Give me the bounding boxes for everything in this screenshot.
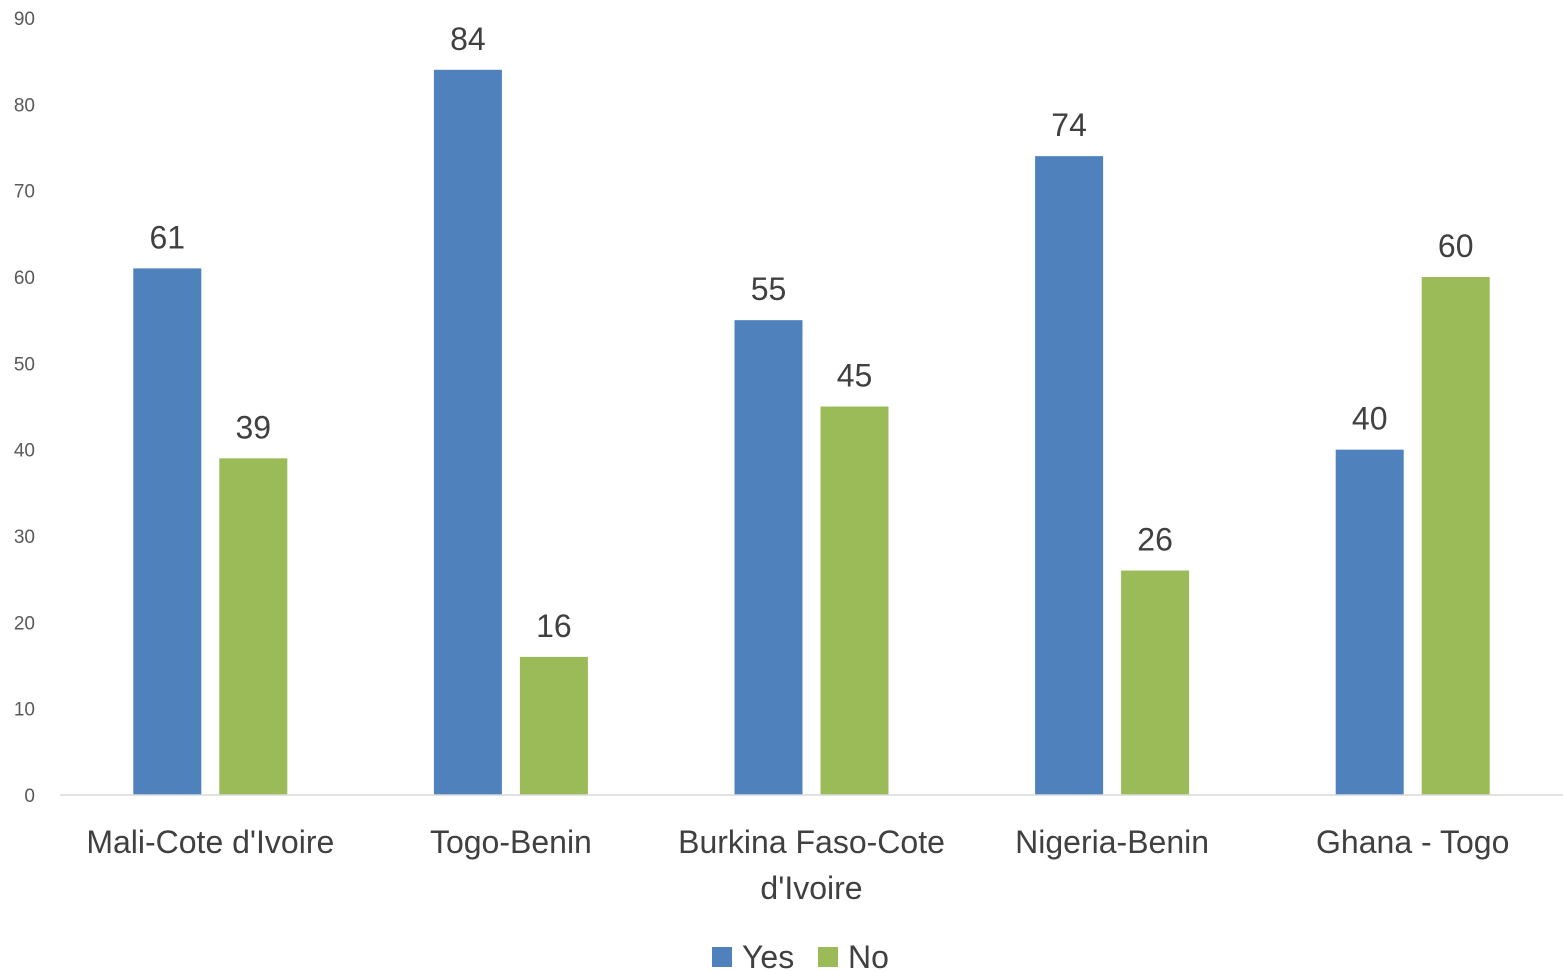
data-label-yes-2: 55	[751, 271, 787, 307]
bar-yes-2	[734, 320, 803, 795]
x-axis: Mali-Cote d'Ivoire Togo-Benin Burkina Faso…	[86, 824, 1509, 906]
data-label-no-4: 60	[1438, 228, 1474, 264]
data-label-yes-1: 84	[450, 21, 486, 57]
x-tick-label: d'Ivoire	[760, 870, 862, 906]
x-tick-label: Mali-Cote d'Ivoire	[86, 824, 334, 860]
data-label-yes-3: 74	[1051, 107, 1087, 143]
legend-swatch-yes	[712, 947, 732, 967]
bar-no-2	[820, 406, 889, 795]
bar-no-1	[519, 656, 588, 795]
bar-no-3	[1121, 570, 1190, 795]
bar-no-0	[219, 458, 288, 795]
y-tick-label: 60	[14, 268, 35, 289]
legend-label-no: No	[848, 939, 889, 971]
y-tick-label: 90	[14, 9, 35, 30]
bar-yes-3	[1035, 156, 1104, 796]
y-axis: 0 10 20 30 40 50 60 70 80 90	[14, 9, 35, 807]
legend-swatch-no	[818, 947, 838, 967]
y-tick-label: 40	[14, 441, 35, 462]
bar-yes-4	[1335, 449, 1404, 795]
y-tick-label: 10	[14, 700, 35, 721]
legend-item-no[interactable]: No	[818, 939, 889, 971]
x-tick-label: Ghana - Togo	[1316, 824, 1509, 860]
bar-yes-1	[433, 69, 502, 796]
data-label-no-2: 45	[837, 358, 873, 394]
legend-item-yes[interactable]: Yes	[712, 939, 794, 971]
y-tick-label: 70	[14, 182, 35, 203]
data-label-no-0: 39	[236, 409, 272, 445]
data-label-no-1: 16	[536, 608, 572, 644]
y-tick-label: 0	[24, 786, 35, 807]
x-tick-label: Togo-Benin	[430, 824, 592, 860]
data-label-no-3: 26	[1137, 522, 1173, 558]
data-label-yes-0: 61	[150, 219, 186, 255]
data-label-yes-4: 40	[1352, 401, 1388, 437]
bars	[133, 69, 1490, 796]
y-tick-label: 30	[14, 527, 35, 548]
y-tick-label: 20	[14, 613, 35, 634]
y-tick-label: 80	[14, 95, 35, 116]
x-tick-label: Nigeria-Benin	[1015, 824, 1209, 860]
bar-no-4	[1421, 277, 1490, 795]
data-labels: 61 39 84 16 55 45 74 26 40 60	[150, 21, 1474, 644]
bar-yes-0	[133, 268, 202, 795]
legend-label-yes: Yes	[742, 939, 794, 971]
x-tick-label: Burkina Faso-Cote	[678, 824, 945, 860]
y-tick-label: 50	[14, 354, 35, 375]
legend[interactable]: Yes No	[712, 939, 889, 971]
